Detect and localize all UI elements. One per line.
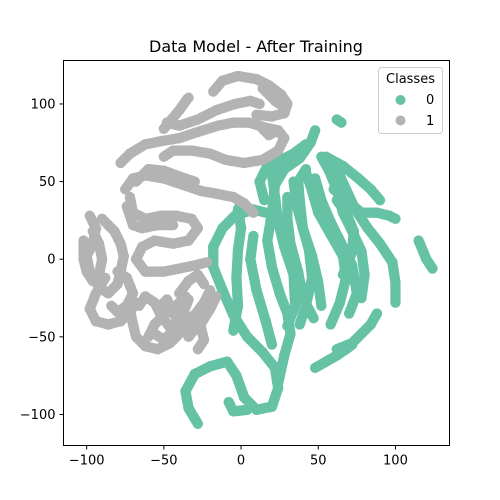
legend-label-1: 1 xyxy=(426,114,434,129)
scatter-point-0 xyxy=(309,125,321,136)
y-tick-label-2: 0 xyxy=(47,253,55,268)
x-tick-label-4: 100 xyxy=(383,454,408,469)
series-0-points xyxy=(180,114,438,429)
y-tick-label-1: −50 xyxy=(28,330,55,345)
scatter-point-1 xyxy=(183,92,194,103)
legend-marker-0 xyxy=(395,95,406,105)
legend: Classes 0 1 xyxy=(378,67,443,134)
scatter-point-0 xyxy=(271,157,282,169)
x-tick-label-2: 0 xyxy=(237,454,245,469)
scatter-point-1 xyxy=(198,278,210,290)
scatter-point-1 xyxy=(183,294,194,305)
scatter-point-1 xyxy=(87,226,99,237)
x-axis: −100 −50 0 50 100 xyxy=(69,445,408,469)
scatter-point-0 xyxy=(248,230,259,242)
scatter-point-0 xyxy=(300,139,312,150)
scatter-point-1 xyxy=(189,176,200,187)
scatter-point-1 xyxy=(254,98,265,110)
y-tick-label-0: −100 xyxy=(20,408,56,423)
scatter-point-0 xyxy=(374,195,386,206)
y-tick-label-3: 50 xyxy=(39,175,56,190)
scatter-point-0 xyxy=(282,191,293,203)
x-tick-label-0: −100 xyxy=(69,454,105,469)
scatter-point-1 xyxy=(158,151,170,162)
scatter-point-1 xyxy=(279,101,290,113)
legend-box xyxy=(378,67,443,134)
y-axis: −100 −50 0 50 100 xyxy=(20,97,64,423)
scatter-point-1 xyxy=(269,126,281,138)
series-1-points xyxy=(78,70,293,355)
scatter-point-0 xyxy=(371,308,383,319)
chart-title: Data Model - After Training xyxy=(149,37,363,56)
legend-label-0: 0 xyxy=(426,93,434,108)
legend-marker-1 xyxy=(395,115,406,126)
x-tick-label-1: −50 xyxy=(150,454,177,469)
scatter-point-1 xyxy=(112,266,123,277)
scatter-point-0 xyxy=(309,173,321,184)
scatter-point-0 xyxy=(390,213,401,225)
scatter-point-1 xyxy=(167,219,179,231)
scatter-point-0 xyxy=(427,263,438,274)
legend-title: Classes xyxy=(386,72,435,87)
scatter-point-1 xyxy=(211,291,222,302)
y-tick-label-4: 100 xyxy=(31,97,56,112)
axes-frame xyxy=(63,60,450,446)
scatter-point-0 xyxy=(300,167,312,178)
scatter-point-1 xyxy=(192,344,204,355)
scatter-point-1 xyxy=(201,257,213,268)
scatter-point-1 xyxy=(248,207,259,218)
scatter-point-0 xyxy=(336,117,347,128)
scatter-point-0 xyxy=(242,404,253,415)
scatter-point-1 xyxy=(96,213,108,225)
scatter-point-1 xyxy=(174,319,185,330)
scatter-point-1 xyxy=(251,109,262,121)
plot-area xyxy=(78,70,438,429)
x-tick-label-3: 50 xyxy=(310,454,327,469)
